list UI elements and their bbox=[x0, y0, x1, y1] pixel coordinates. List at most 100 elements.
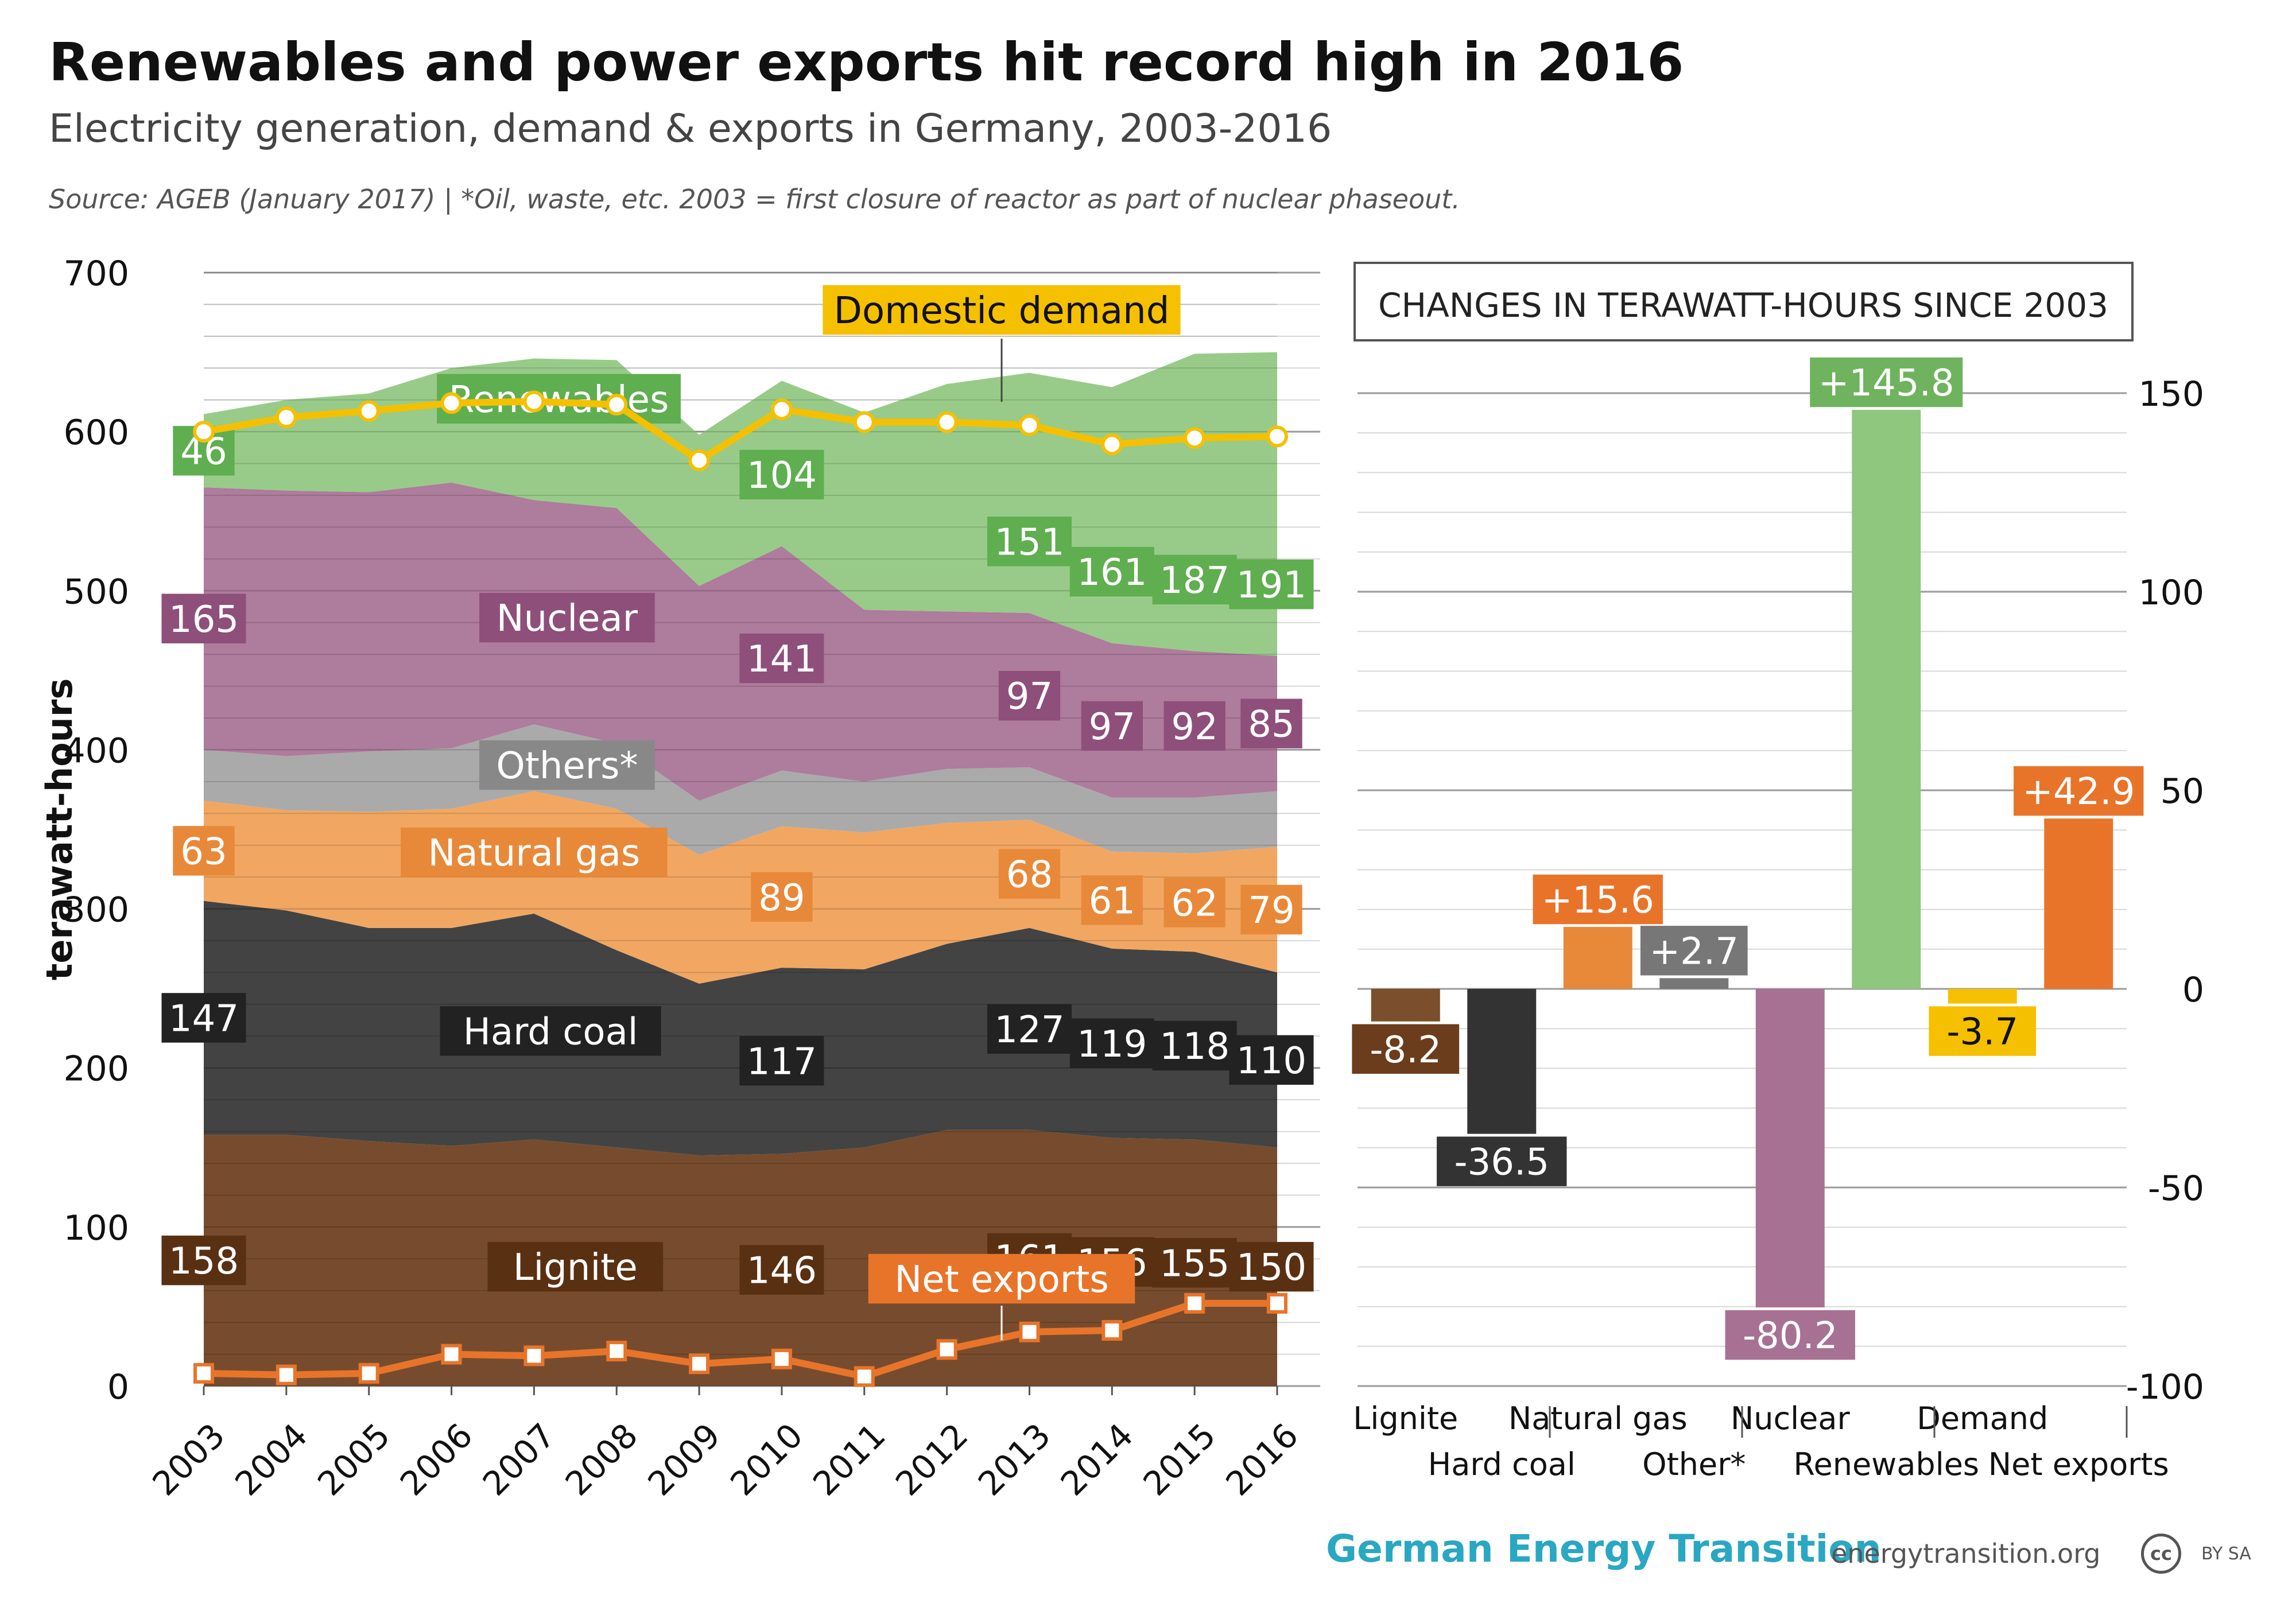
value-label-natural_gas-bg bbox=[1081, 875, 1143, 925]
marker-demand bbox=[853, 411, 875, 433]
series-name-lignite: Lignite bbox=[513, 1247, 638, 1289]
x-tick-label: 2011 bbox=[805, 1416, 893, 1503]
series-name-hard_coal: Hard coal bbox=[463, 1011, 638, 1053]
bar-1 bbox=[1467, 989, 1537, 1134]
value-label-lignite: 150 bbox=[1236, 1247, 1306, 1289]
marker-net_exports bbox=[1102, 1320, 1123, 1341]
value-label-renewables: 187 bbox=[1159, 560, 1230, 602]
bar-y-tick-label: -50 bbox=[2148, 1169, 2204, 1209]
value-label-renewables-bg bbox=[1069, 546, 1154, 597]
marker-demand bbox=[688, 449, 711, 472]
series-name-others: Others* bbox=[496, 745, 638, 787]
value-label-natural_gas: 62 bbox=[1171, 883, 1217, 925]
bar-category-label: Net exports bbox=[1988, 1446, 2169, 1482]
marker-net_exports bbox=[358, 1363, 379, 1384]
x-tick-label: 2004 bbox=[227, 1416, 315, 1503]
line-net_exports bbox=[203, 1299, 1277, 1380]
marker-demand bbox=[523, 390, 545, 413]
y-tick-label: 100 bbox=[63, 1208, 129, 1248]
value-label-nuclear-bg bbox=[1163, 701, 1225, 751]
line-demand bbox=[203, 398, 1278, 464]
series-name-nuclear-bg bbox=[479, 592, 655, 643]
y-tick-label: 300 bbox=[63, 890, 129, 930]
bar-3 bbox=[1659, 978, 1729, 989]
value-label-nuclear: 92 bbox=[1171, 706, 1217, 748]
chart-subtitle: Electricity generation, demand & exports… bbox=[49, 106, 1332, 152]
site-url[interactable]: energytransition.org bbox=[1831, 1538, 2101, 1569]
value-label-lignite: 146 bbox=[747, 1250, 817, 1292]
series-name-others-bg bbox=[479, 740, 655, 790]
value-label-natural_gas: 89 bbox=[758, 877, 805, 919]
x-tick-label: 2006 bbox=[393, 1416, 480, 1503]
marker-demand bbox=[1266, 425, 1288, 448]
bar-value-label-bg bbox=[1640, 926, 1748, 976]
value-label-hard_coal: 110 bbox=[1236, 1040, 1306, 1082]
line-name-demand-bg bbox=[823, 285, 1181, 335]
bar-chart-title-box bbox=[1353, 262, 2134, 341]
value-label-natural_gas: 63 bbox=[180, 830, 227, 873]
marker-demand bbox=[275, 406, 297, 429]
value-label-lignite-bg bbox=[161, 1235, 246, 1286]
marker-net_exports bbox=[771, 1348, 792, 1369]
bar-value-label-bg bbox=[1437, 1136, 1567, 1186]
marker-net_exports bbox=[854, 1366, 875, 1387]
value-label-nuclear-bg bbox=[161, 593, 246, 643]
value-label-hard_coal: 117 bbox=[747, 1041, 817, 1083]
value-label-natural_gas-bg bbox=[751, 872, 813, 922]
value-label-nuclear: 97 bbox=[1089, 706, 1135, 748]
area-others bbox=[204, 724, 1277, 855]
series-name-renewables-bg bbox=[437, 374, 681, 424]
marker-demand bbox=[606, 394, 628, 416]
marker-demand bbox=[936, 411, 958, 433]
marker-net_exports bbox=[606, 1341, 627, 1362]
marker-demand bbox=[770, 398, 793, 421]
x-tick-label: 2016 bbox=[1218, 1416, 1305, 1503]
area-renewables bbox=[204, 352, 1277, 656]
value-label-nuclear: 97 bbox=[1006, 676, 1053, 718]
x-tick-label: 2005 bbox=[310, 1416, 397, 1503]
value-label-hard_coal-bg bbox=[987, 1004, 1072, 1054]
value-label-natural_gas: 61 bbox=[1089, 880, 1135, 922]
brand-logo-text[interactable]: German Energy Transition bbox=[1326, 1527, 1882, 1571]
value-label-renewables-bg bbox=[1152, 554, 1237, 605]
x-tick-label: 2014 bbox=[1053, 1416, 1141, 1503]
bar-y-tick-label: 150 bbox=[2138, 374, 2204, 414]
marker-net_exports bbox=[523, 1345, 545, 1367]
bar-chart-title: CHANGES IN TERAWATT-HOURS SINCE 2003 bbox=[1378, 286, 2108, 325]
bar-category-label: Lignite bbox=[1353, 1400, 1458, 1437]
bar-5 bbox=[1852, 410, 1921, 989]
marker-net_exports bbox=[689, 1353, 710, 1375]
value-label-hard_coal-bg bbox=[1229, 1035, 1314, 1085]
bar-value-label-bg bbox=[1533, 874, 1663, 925]
value-label-natural_gas-bg bbox=[1163, 878, 1225, 927]
series-name-lignite-bg bbox=[487, 1241, 664, 1292]
value-label-lignite: 158 bbox=[169, 1240, 239, 1283]
bar-value-label-bg bbox=[1725, 1310, 1855, 1360]
value-label-hard_coal: 118 bbox=[1159, 1026, 1230, 1068]
value-label-lignite: 155 bbox=[1159, 1243, 1230, 1285]
x-tick-label: 2008 bbox=[558, 1416, 645, 1503]
value-label-natural_gas-bg bbox=[998, 849, 1061, 899]
bar-category-label: Renewables bbox=[1793, 1446, 1979, 1482]
x-tick-label: 2003 bbox=[145, 1416, 232, 1503]
y-tick-label: 400 bbox=[63, 731, 129, 771]
value-label-renewables: 161 bbox=[1077, 552, 1147, 594]
value-label-renewables: 151 bbox=[994, 521, 1064, 564]
value-label-hard_coal: 147 bbox=[169, 997, 239, 1040]
source-note: Source: AGEB (January 2017) | *Oil, wast… bbox=[49, 184, 1460, 215]
bar-y-tick-label: 0 bbox=[2182, 970, 2204, 1010]
marker-demand bbox=[358, 400, 380, 422]
marker-net_exports bbox=[276, 1364, 297, 1385]
bar-value-label-bg bbox=[1352, 1024, 1460, 1074]
y-tick-label: 500 bbox=[63, 572, 129, 612]
value-label-natural_gas: 79 bbox=[1248, 890, 1294, 932]
bar-value-label: +42.9 bbox=[2022, 771, 2135, 813]
marker-demand bbox=[1018, 414, 1041, 437]
y-tick-label: 0 bbox=[107, 1367, 129, 1407]
bar-2 bbox=[1563, 927, 1632, 989]
marker-demand bbox=[193, 421, 215, 443]
bar-category-label: Other* bbox=[1642, 1446, 1746, 1482]
value-label-renewables: 104 bbox=[747, 455, 817, 497]
value-label-lignite-bg bbox=[1152, 1238, 1237, 1288]
bar-y-tick-label: 100 bbox=[2138, 573, 2204, 613]
